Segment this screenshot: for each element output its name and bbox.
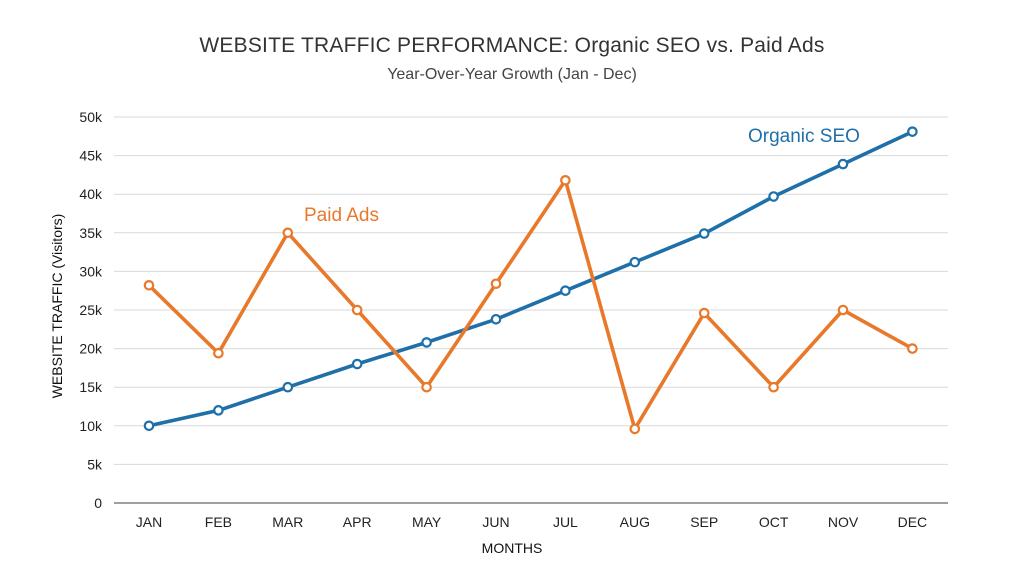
y-tick-label: 45k [79, 148, 103, 164]
y-tick-label: 50k [79, 109, 103, 125]
data-point [560, 285, 571, 296]
y-tick-label: 40k [79, 186, 103, 202]
data-point [490, 313, 502, 325]
data-point [213, 347, 224, 359]
data-point [837, 158, 849, 170]
data-point [490, 278, 502, 290]
series-paid-ads [143, 175, 918, 435]
x-tick-label: FEB [205, 514, 232, 530]
data-point [907, 343, 918, 354]
x-axis-title: MONTHS [482, 540, 543, 556]
series-label-paid-ads: Paid Ads [304, 205, 379, 226]
data-point [837, 304, 849, 316]
series-organic-seo [143, 126, 918, 432]
x-tick-labels: JAN FEB MAR APR MAY JUN JUL AUG SEP OCT NOV DEC [136, 514, 927, 530]
y-tick-label: 0 [94, 495, 102, 511]
data-point [768, 191, 779, 202]
chart-title: WEBSITE TRAFFIC PERFORMANCE: Organic SEO… [199, 34, 825, 57]
series [143, 126, 918, 435]
series-label-organic-seo: Organic SEO [748, 126, 860, 147]
data-point [629, 256, 641, 268]
data-point [351, 304, 363, 316]
data-point [698, 228, 710, 239]
data-point [768, 381, 779, 393]
y-axis-title: WEBSITE TRAFFIC (Visitors) [49, 214, 65, 399]
series-line [147, 129, 915, 428]
data-point [143, 279, 155, 291]
data-point [560, 175, 571, 186]
y-tick-label: 10k [79, 418, 103, 434]
data-point [143, 420, 155, 432]
x-tick-label: JAN [136, 514, 162, 530]
data-point [698, 307, 710, 319]
data-point [421, 337, 432, 348]
x-tick-label: JUN [482, 514, 509, 530]
y-tick-labels: 0 5k 10k 15k 20k 25k 30k 35k 40k 45k 50k [79, 109, 103, 511]
x-tick-label: APR [343, 514, 372, 530]
x-tick-label: MAR [272, 514, 303, 530]
series-line [147, 178, 915, 431]
x-tick-label: SEP [690, 514, 718, 530]
y-tick-label: 5k [87, 456, 103, 472]
data-point [351, 358, 363, 370]
data-point [282, 227, 294, 239]
y-tick-label: 15k [79, 379, 103, 395]
y-tick-label: 30k [79, 263, 103, 279]
x-tick-label: NOV [828, 514, 859, 530]
y-tick-label: 20k [79, 341, 103, 357]
x-tick-label: DEC [898, 514, 928, 530]
x-tick-label: OCT [759, 514, 789, 530]
gridlines [114, 116, 948, 465]
x-tick-label: AUG [620, 514, 650, 530]
data-point [907, 126, 918, 137]
x-tick-label: JUL [553, 514, 578, 530]
data-point [282, 381, 294, 393]
x-tick-label: MAY [412, 514, 442, 530]
chart-subtitle: Year-Over-Year Growth (Jan - Dec) [387, 66, 637, 83]
data-point [213, 405, 224, 416]
y-tick-label: 25k [79, 302, 103, 318]
data-point [421, 381, 432, 393]
y-tick-label: 35k [79, 225, 103, 241]
data-point [629, 423, 641, 435]
